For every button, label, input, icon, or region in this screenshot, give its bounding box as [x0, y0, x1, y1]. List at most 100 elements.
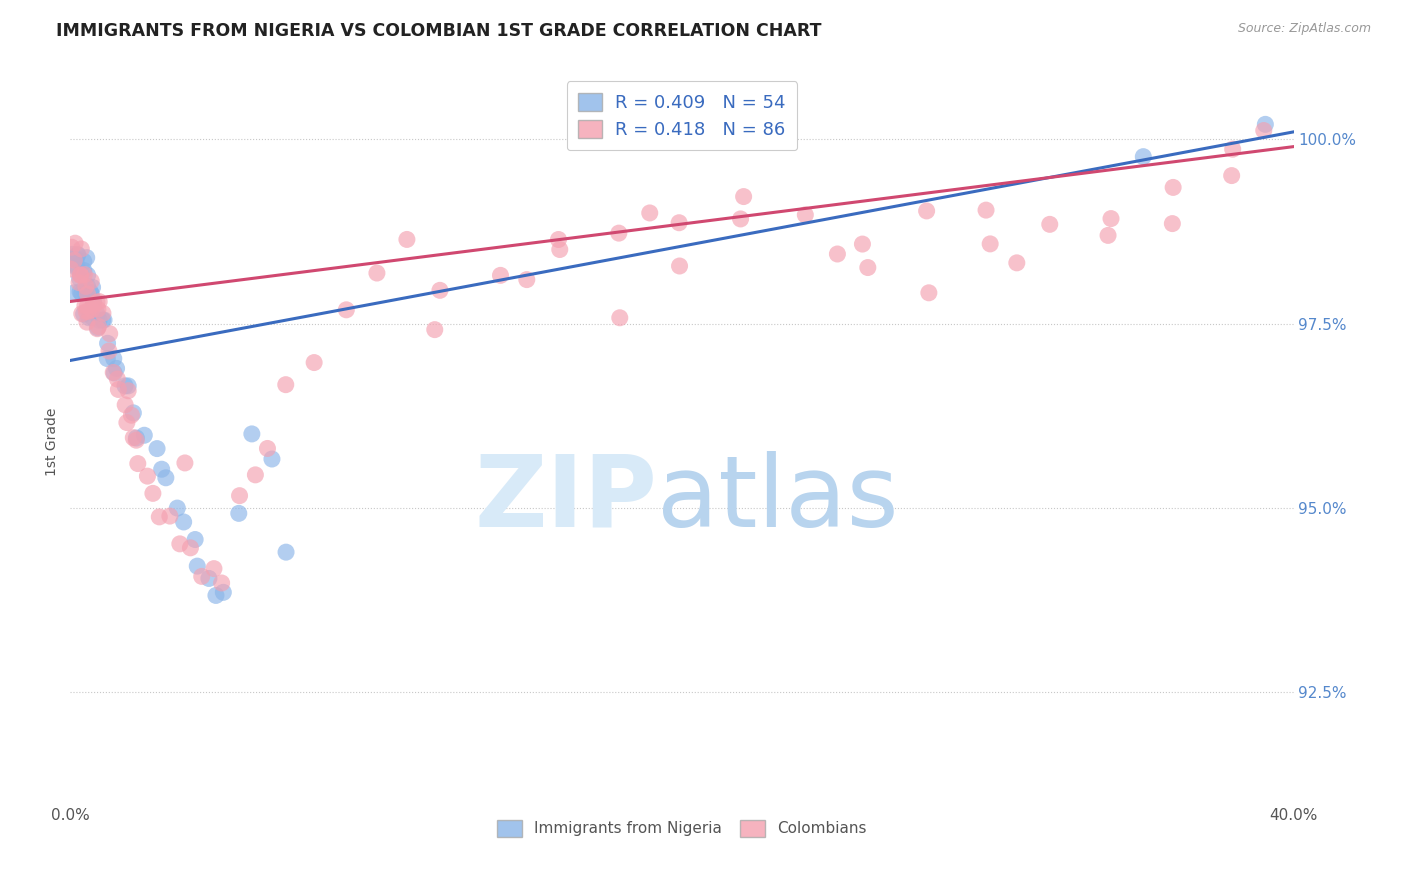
Point — [125, 431, 148, 445]
Point — [75, 304, 97, 318]
Point — [87, 319, 110, 334]
Point — [80, 274, 103, 288]
Point — [82, 293, 104, 308]
Point — [72, 307, 94, 321]
Point — [86, 307, 108, 321]
Point — [76, 315, 98, 329]
Point — [77, 310, 100, 325]
Point — [60, 240, 83, 254]
Text: atlas: atlas — [658, 450, 898, 548]
Point — [63, 253, 86, 268]
Legend: Immigrants from Nigeria, Colombians: Immigrants from Nigeria, Colombians — [488, 811, 876, 846]
Point — [228, 507, 250, 521]
Point — [174, 456, 197, 470]
Point — [66, 259, 89, 273]
Point — [66, 247, 89, 261]
Point — [117, 379, 139, 393]
Point — [67, 276, 90, 290]
Point — [69, 268, 91, 282]
Point — [1253, 123, 1275, 137]
Point — [65, 252, 87, 267]
Point — [915, 203, 938, 218]
Point — [98, 344, 121, 359]
Point — [73, 263, 96, 277]
Point — [59, 262, 82, 277]
Point — [86, 320, 108, 334]
Point — [96, 351, 118, 366]
Point — [70, 242, 93, 256]
Point — [82, 310, 104, 325]
Point — [211, 576, 233, 591]
Point — [607, 226, 630, 240]
Point — [159, 509, 181, 524]
Point — [87, 313, 110, 327]
Point — [66, 260, 89, 275]
Point — [120, 409, 142, 423]
Point — [1161, 180, 1184, 194]
Point — [668, 216, 690, 230]
Point — [89, 294, 111, 309]
Point — [115, 416, 138, 430]
Point — [1039, 218, 1062, 232]
Point — [827, 247, 849, 261]
Point — [169, 537, 191, 551]
Point — [856, 260, 879, 275]
Point — [63, 236, 86, 251]
Point — [122, 431, 145, 445]
Point — [103, 366, 125, 380]
Point — [228, 489, 250, 503]
Point — [114, 398, 136, 412]
Point — [979, 236, 1001, 251]
Point — [86, 295, 108, 310]
Point — [83, 297, 105, 311]
Point — [66, 248, 89, 262]
Point — [107, 383, 129, 397]
Point — [256, 442, 278, 456]
Point — [366, 266, 388, 280]
Point — [98, 326, 121, 341]
Point — [122, 406, 145, 420]
Point — [91, 306, 114, 320]
Point — [974, 203, 997, 218]
Point — [82, 280, 104, 294]
Point — [73, 254, 96, 268]
Point — [134, 428, 156, 442]
Point — [75, 279, 97, 293]
Point — [423, 323, 446, 337]
Point — [245, 467, 267, 482]
Point — [73, 268, 96, 282]
Point — [548, 243, 571, 257]
Point — [76, 279, 98, 293]
Point — [730, 211, 752, 226]
Point — [80, 287, 103, 301]
Point — [1254, 117, 1277, 131]
Point — [1222, 142, 1244, 156]
Point — [76, 251, 98, 265]
Point — [205, 589, 228, 603]
Point — [62, 247, 84, 261]
Point — [86, 322, 108, 336]
Point — [190, 569, 212, 583]
Point — [1132, 150, 1154, 164]
Point — [335, 302, 357, 317]
Point — [93, 313, 115, 327]
Point — [1220, 169, 1243, 183]
Point — [69, 285, 91, 299]
Point — [125, 434, 148, 448]
Point — [918, 285, 941, 300]
Point — [173, 515, 195, 529]
Point — [794, 208, 817, 222]
Point — [107, 372, 129, 386]
Point — [105, 361, 128, 376]
Point — [179, 541, 201, 555]
Point — [202, 561, 225, 575]
Text: ZIP: ZIP — [475, 450, 658, 548]
Point — [186, 559, 208, 574]
Point — [136, 469, 159, 483]
Point — [1099, 211, 1122, 226]
Point — [142, 486, 165, 500]
Point — [166, 501, 188, 516]
Point — [77, 304, 100, 318]
Point — [148, 509, 170, 524]
Point — [117, 384, 139, 398]
